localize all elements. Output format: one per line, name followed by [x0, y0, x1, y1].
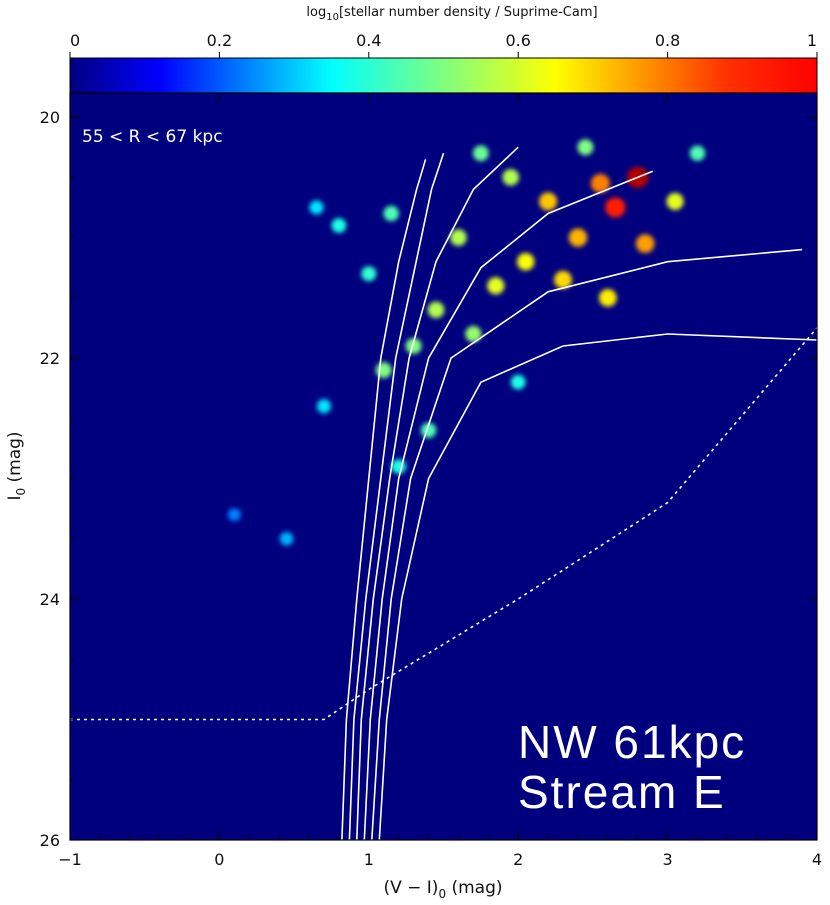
density-clump — [666, 192, 684, 211]
y-axis-label: I0 (mag) — [5, 431, 28, 500]
field-name-label: NW 61kpc — [518, 716, 746, 768]
isochrone-3 — [356, 146, 519, 840]
stream-name-label: Stream E — [518, 766, 726, 818]
density-clump — [539, 192, 558, 211]
density-clump — [502, 169, 520, 186]
x-axis-label: (V − I)0 (mag) — [383, 878, 502, 901]
x-tick-label: −1 — [58, 850, 82, 869]
radius-range-label: 55 < R < 67 kpc — [82, 127, 223, 147]
density-clump — [450, 229, 467, 246]
colorbar-tick-label: 1 — [807, 31, 817, 50]
colorbar — [69, 57, 818, 94]
density-clump — [487, 277, 505, 295]
density-clump — [635, 234, 655, 253]
density-clump — [405, 338, 422, 355]
completeness-limit — [70, 327, 817, 721]
density-clump — [689, 145, 706, 161]
density-clump — [568, 228, 588, 247]
density-clump — [465, 325, 482, 343]
isochrone-5 — [371, 248, 803, 840]
colorbar-tick-label: 0 — [70, 31, 80, 50]
density-clump — [375, 362, 392, 379]
isochrone-2 — [348, 152, 445, 840]
colorbar-tick-label: 0.8 — [655, 31, 680, 50]
density-clump — [227, 508, 241, 522]
x-tick-label: 4 — [812, 850, 822, 869]
density-clump — [599, 288, 617, 307]
y-tick-label: 24 — [40, 590, 60, 609]
density-clump — [472, 145, 489, 162]
isochrone-4 — [363, 170, 653, 840]
x-axis-ticks: −1 0 1 2 3 4 — [58, 93, 822, 869]
colorbar-tick-label: 0.4 — [356, 31, 381, 50]
x-tick-label: 3 — [663, 850, 673, 869]
density-map — [227, 139, 706, 546]
density-clump — [554, 270, 572, 289]
density-clump — [383, 205, 399, 222]
plot-background — [70, 93, 817, 840]
density-clump — [510, 374, 526, 390]
density-clump — [577, 139, 594, 156]
isochrone-1 — [341, 159, 427, 840]
colorbar-title: log10[stellar number density / Suprime-C… — [306, 5, 597, 23]
x-tick-label: 0 — [214, 850, 224, 869]
x-tick-label: 1 — [364, 850, 374, 869]
completeness-limit-line — [70, 327, 817, 721]
density-clump — [331, 218, 347, 233]
density-clump — [279, 531, 294, 546]
isochrone-6 — [378, 333, 817, 840]
isochrone-curves — [341, 146, 817, 840]
density-clump — [361, 266, 377, 282]
density-clump — [391, 459, 407, 474]
density-clump — [590, 173, 610, 193]
density-clump — [605, 197, 626, 218]
y-tick-label: 22 — [40, 349, 60, 368]
colorbar-tick-label: 0.6 — [505, 31, 530, 50]
colorbar-ticks: 0 0.2 0.4 0.6 0.8 1 — [69, 31, 818, 58]
y-axis-ticks: 20 22 24 26 — [40, 108, 817, 850]
density-clump — [427, 301, 445, 319]
plot-frame — [69, 92, 818, 841]
colorbar-tick-label: 0.2 — [207, 31, 232, 50]
y-tick-label: 20 — [40, 108, 60, 127]
y-tick-label: 26 — [40, 831, 60, 850]
x-tick-label: 2 — [513, 850, 523, 869]
density-clump — [516, 252, 535, 271]
density-clump — [309, 200, 324, 215]
density-clump — [316, 399, 332, 414]
